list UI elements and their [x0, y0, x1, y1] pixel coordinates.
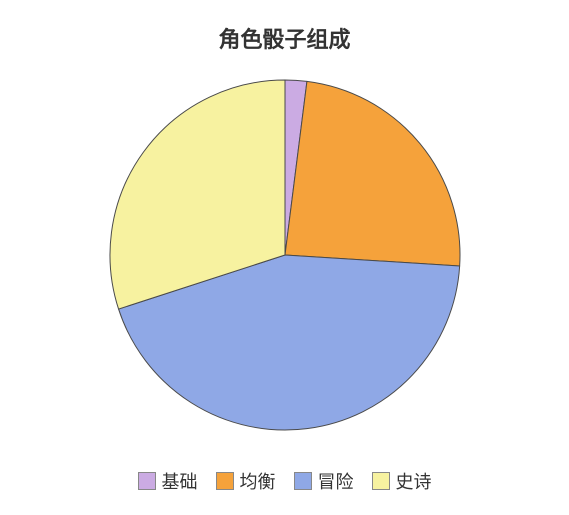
pie-svg: [108, 78, 462, 432]
pie-slice-balanced: [285, 81, 460, 266]
legend-swatch-risky: [294, 472, 312, 490]
legend-item-risky: 冒险: [294, 468, 354, 494]
legend-label-epic: 史诗: [396, 468, 432, 494]
legend-label-risky: 冒险: [318, 468, 354, 494]
legend-label-balanced: 均衡: [240, 468, 276, 494]
legend-item-balanced: 均衡: [216, 468, 276, 494]
legend-swatch-basic: [138, 472, 156, 490]
legend-label-basic: 基础: [162, 468, 198, 494]
chart-title: 角色骰子组成: [0, 22, 569, 54]
legend-item-epic: 史诗: [372, 468, 432, 494]
legend-swatch-epic: [372, 472, 390, 490]
legend: 基础 均衡 冒险 史诗: [0, 468, 569, 494]
legend-swatch-balanced: [216, 472, 234, 490]
pie-chart-container: 角色骰子组成 基础 均衡 冒险 史诗: [0, 0, 569, 515]
pie-wrap: [108, 78, 462, 437]
legend-item-basic: 基础: [138, 468, 198, 494]
